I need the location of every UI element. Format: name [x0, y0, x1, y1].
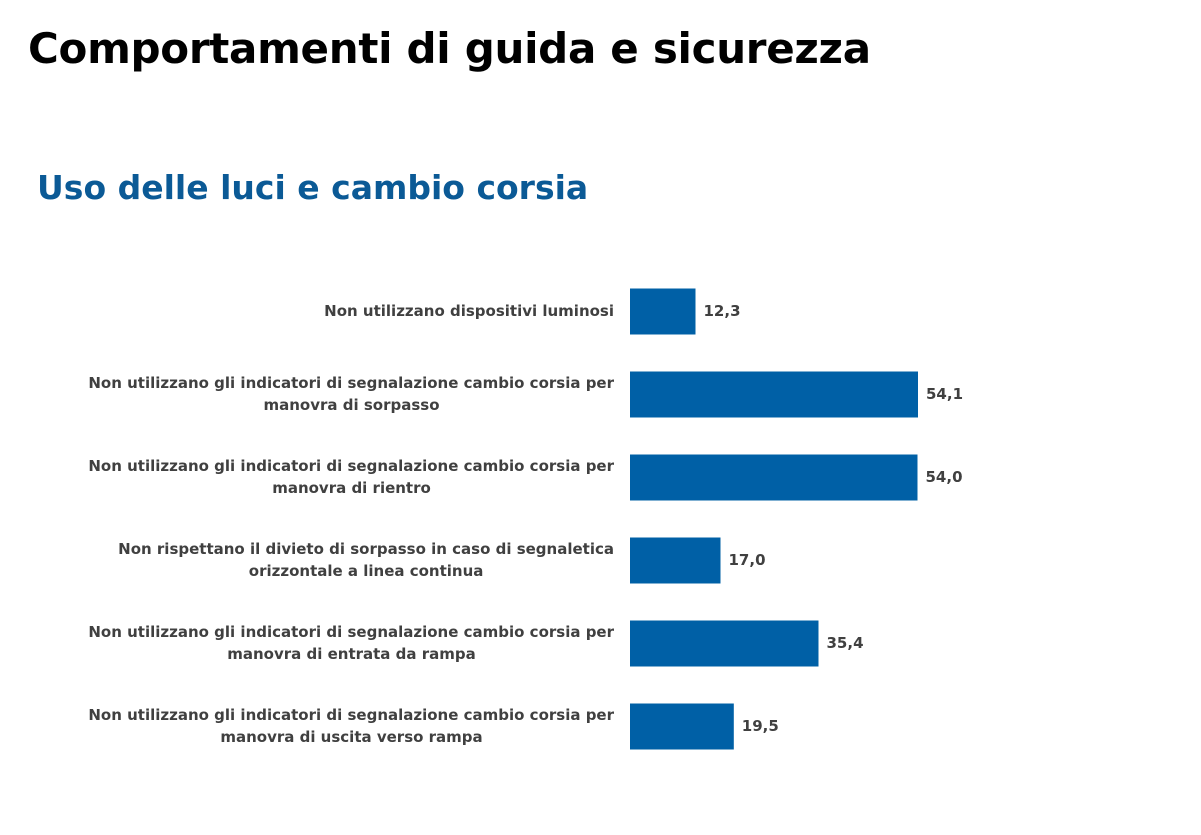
bar-1 — [630, 288, 696, 335]
category-label-4-line-1: Non rispettano il divieto di sorpasso in… — [118, 540, 614, 558]
category-label-6-line-1: Non utilizzano gli indicatori di segnala… — [88, 706, 614, 724]
category-label-6-line-2: manovra di uscita verso rampa — [220, 728, 482, 746]
value-label-6: 19,5 — [742, 717, 779, 735]
chart-title: Uso delle luci e cambio corsia — [37, 168, 589, 207]
category-label-3-line-2: manovra di rientro — [272, 479, 431, 497]
bar-6 — [630, 703, 734, 750]
page-title: Comportamenti di guida e sicurezza — [28, 24, 871, 73]
category-labels-layer: Non utilizzano dispositivi luminosi Non u… — [88, 302, 614, 746]
bar-4 — [630, 537, 721, 584]
category-label-1-line-1: Non utilizzano dispositivi luminosi — [324, 302, 614, 320]
category-label-4-line-2: orizzontale a linea continua — [249, 562, 484, 580]
category-label-2-line-2: manovra di sorpasso — [263, 396, 439, 414]
bar-3 — [630, 454, 918, 501]
value-label-5: 35,4 — [827, 634, 864, 652]
bar-2 — [630, 371, 918, 418]
bar-5 — [630, 620, 819, 667]
category-label-3-line-1: Non utilizzano gli indicatori di segnala… — [88, 457, 614, 475]
value-label-3: 54,0 — [926, 468, 963, 486]
value-label-4: 17,0 — [729, 551, 766, 569]
value-label-1: 12,3 — [704, 302, 741, 320]
value-label-2: 54,1 — [926, 385, 963, 403]
category-label-2-line-1: Non utilizzano gli indicatori di segnala… — [88, 374, 614, 392]
bars-layer — [630, 288, 918, 750]
category-label-5-line-1: Non utilizzano gli indicatori di segnala… — [88, 623, 614, 641]
category-label-5-line-2: manovra di entrata da rampa — [227, 645, 476, 663]
value-labels-layer: 12,3 54,1 54,0 17,0 35,4 19,5 — [704, 302, 964, 735]
